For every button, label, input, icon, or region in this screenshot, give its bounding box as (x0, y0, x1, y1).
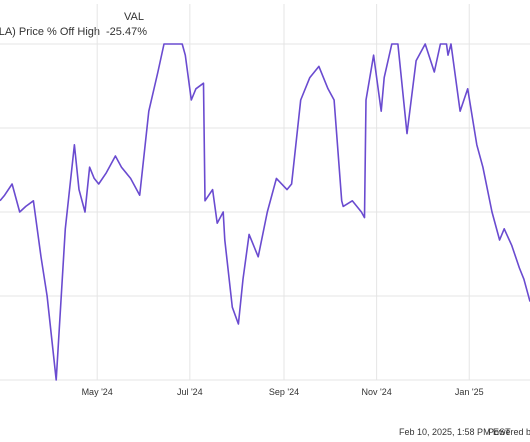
x-tick-label: Jan '25 (455, 387, 484, 397)
x-tick-label: Jul '24 (177, 387, 203, 397)
legend-row: (TSLA) Price % Off High -25.47% (0, 26, 160, 38)
footer-powered-by: Powered by (488, 427, 530, 437)
chart-series-layer (0, 43, 530, 381)
footer-timestamp: Feb 10, 2025, 1:58 PM EST (399, 427, 511, 437)
x-axis-ticks: May '24 Jul '24 Sep '24 Nov '24 Jan '25 (82, 387, 484, 397)
x-tick-label: Nov '24 (362, 387, 392, 397)
legend-series-name: (TSLA) Price % Off High (0, 26, 100, 38)
series-line (0, 43, 530, 381)
legend-column-header: VAL (124, 11, 144, 23)
x-tick-label: May '24 (82, 387, 113, 397)
legend-series-value: -25.47% (106, 26, 147, 38)
x-tick-label: Sep '24 (269, 387, 299, 397)
